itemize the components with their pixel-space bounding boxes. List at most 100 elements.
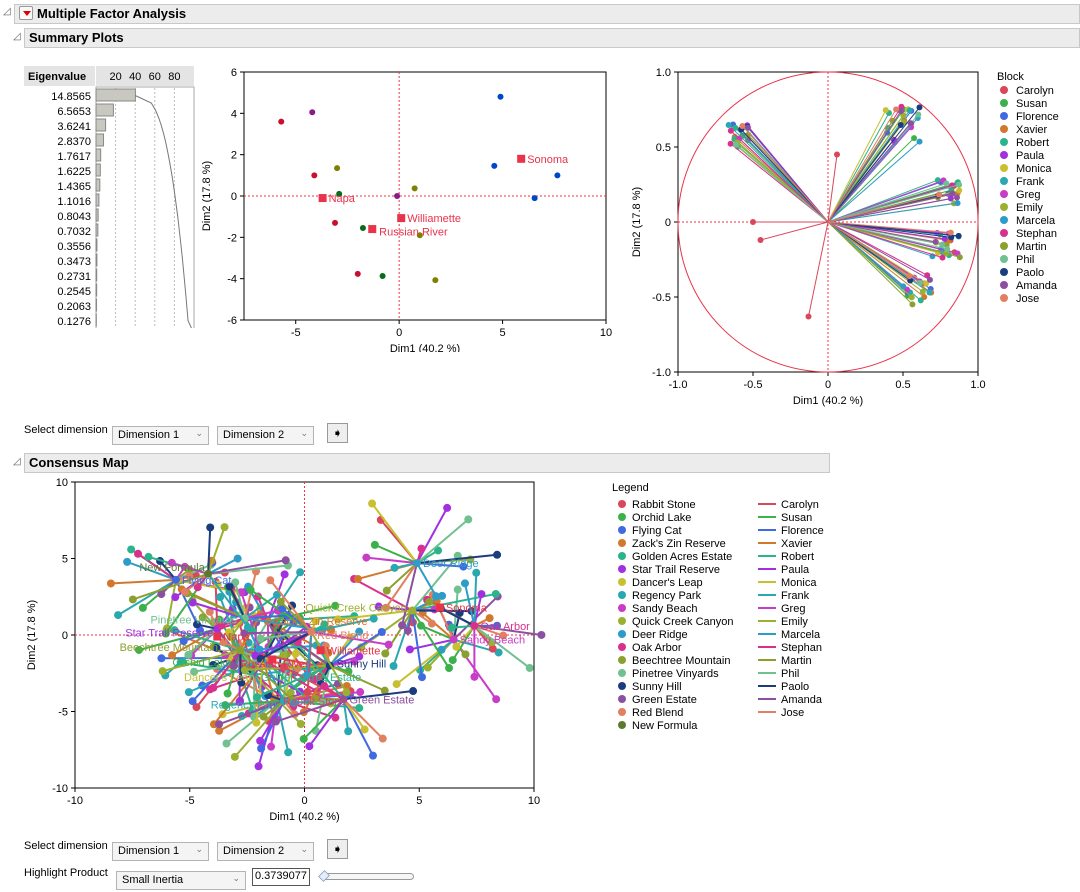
judge-point xyxy=(493,550,502,559)
y-tick-label: -4 xyxy=(227,274,237,286)
group-marker xyxy=(268,655,277,664)
judge-spoke xyxy=(342,698,374,757)
loading-arrowhead xyxy=(739,122,746,129)
judge-point xyxy=(215,726,224,735)
highlight-product-select[interactable]: Small Inertia ⌄ xyxy=(116,871,246,890)
loading-arrowhead xyxy=(932,238,939,245)
judge-spoke xyxy=(353,578,413,612)
judge-point xyxy=(288,601,297,610)
loading-vector xyxy=(827,107,920,223)
legend-item: Martin xyxy=(1016,241,1047,253)
product-label: Golden Acres Estate xyxy=(261,672,361,684)
judge-point xyxy=(179,637,188,646)
judge-spoke xyxy=(243,571,258,619)
dimension-x-select[interactable]: Dimension 1 ⌄ xyxy=(112,842,209,861)
collapse-triangle-icon[interactable]: ◿ xyxy=(3,6,11,17)
legend-marker xyxy=(618,552,626,560)
legend-marker xyxy=(618,721,626,729)
judge-point xyxy=(230,752,239,761)
legend-item: Marcela xyxy=(1016,215,1056,227)
judge-point xyxy=(378,734,387,743)
legend-item: Emily xyxy=(781,616,808,628)
product-label: Flying Cat xyxy=(182,575,232,587)
loading-arrowhead xyxy=(882,107,889,114)
judge-spoke xyxy=(342,698,384,740)
loading-vector xyxy=(827,202,958,223)
dimension-y-select[interactable]: Dimension 2 ⌄ xyxy=(217,842,314,861)
product-point xyxy=(497,93,504,100)
judge-point xyxy=(267,742,276,751)
red-triangle-menu-icon[interactable] xyxy=(19,6,33,20)
judge-point xyxy=(171,593,180,602)
judge-point xyxy=(360,725,369,734)
x-tick-label: -1.0 xyxy=(669,379,688,391)
label-leader-line xyxy=(254,659,264,673)
loading-vector xyxy=(827,183,947,223)
judge-point xyxy=(384,640,393,649)
dimension-x-select[interactable]: Dimension 1 ⌄ xyxy=(112,426,209,445)
judge-point xyxy=(280,570,289,579)
percent-tick-label: 80 xyxy=(168,71,180,83)
judge-spoke xyxy=(225,699,284,707)
loading-arrowhead xyxy=(949,190,956,197)
judge-point xyxy=(353,574,362,583)
judge-spoke xyxy=(187,628,218,656)
legend-marker xyxy=(618,695,626,703)
judge-point xyxy=(459,562,468,571)
loading-vector xyxy=(827,221,960,258)
apply-dimension-button[interactable]: ➧ xyxy=(327,423,348,443)
collapse-triangle-icon[interactable]: ◿ xyxy=(13,456,21,467)
y-tick-label: 0 xyxy=(62,630,68,642)
product-point xyxy=(332,219,339,226)
judge-point xyxy=(381,603,390,612)
judge-point xyxy=(350,657,359,666)
loading-arrowhead xyxy=(916,104,923,111)
judge-point xyxy=(266,576,275,585)
eigenvalue-label: 0.3473 xyxy=(57,256,91,268)
summary-plots-header[interactable]: Summary Plots xyxy=(24,28,1080,48)
y-axis-label: Dim2 (17.8 %) xyxy=(631,187,643,257)
judge-spoke xyxy=(171,628,218,657)
judge-point xyxy=(229,661,238,670)
dimension-y-select[interactable]: Dimension 2 ⌄ xyxy=(217,426,314,445)
y-tick-label: -1.0 xyxy=(652,367,671,379)
loading-vector xyxy=(827,141,920,223)
legend-item: Beechtree Mountain xyxy=(632,655,730,667)
apply-dimension-button[interactable]: ➧ xyxy=(327,839,348,859)
loading-vector xyxy=(827,197,958,223)
loading-arrowhead xyxy=(750,219,756,225)
judge-spoke xyxy=(159,560,177,581)
judge-point xyxy=(226,633,235,642)
judge-spoke xyxy=(228,586,246,619)
x-tick-label: -10 xyxy=(67,795,83,807)
judge-point xyxy=(161,629,170,638)
inertia-input[interactable]: 0.3739077 xyxy=(252,868,310,886)
slider-thumb[interactable] xyxy=(318,870,330,882)
report-header[interactable]: Multiple Factor Analysis xyxy=(14,4,1080,24)
y-tick-label: 4 xyxy=(231,108,237,120)
judge-point xyxy=(312,694,321,703)
x-tick-label: 0 xyxy=(396,327,402,339)
legend-item: New Formula xyxy=(632,720,698,732)
judge-point xyxy=(254,762,263,771)
product-center xyxy=(412,559,421,568)
chevron-down-icon: ⌄ xyxy=(300,844,308,854)
loading-arrowhead xyxy=(906,273,913,280)
collapse-triangle-icon[interactable]: ◿ xyxy=(13,31,21,42)
judge-point xyxy=(423,663,432,672)
judge-spoke xyxy=(392,610,414,667)
legend-marker xyxy=(1000,242,1008,250)
eigenvalue-label: 2.8370 xyxy=(57,136,91,148)
legend-marker xyxy=(1000,164,1008,172)
inertia-slider[interactable] xyxy=(318,870,414,882)
y-tick-label: -10 xyxy=(52,783,68,795)
legend-item: Phil xyxy=(1016,254,1034,266)
product-point xyxy=(278,118,285,125)
judge-point xyxy=(381,649,390,658)
x-tick-label: 0 xyxy=(825,379,831,391)
judge-spoke xyxy=(342,699,350,732)
chevron-down-icon: ⌄ xyxy=(195,844,203,854)
judge-spoke xyxy=(207,557,239,575)
consensus-map-header[interactable]: Consensus Map xyxy=(24,453,830,473)
judge-spoke xyxy=(192,601,246,620)
